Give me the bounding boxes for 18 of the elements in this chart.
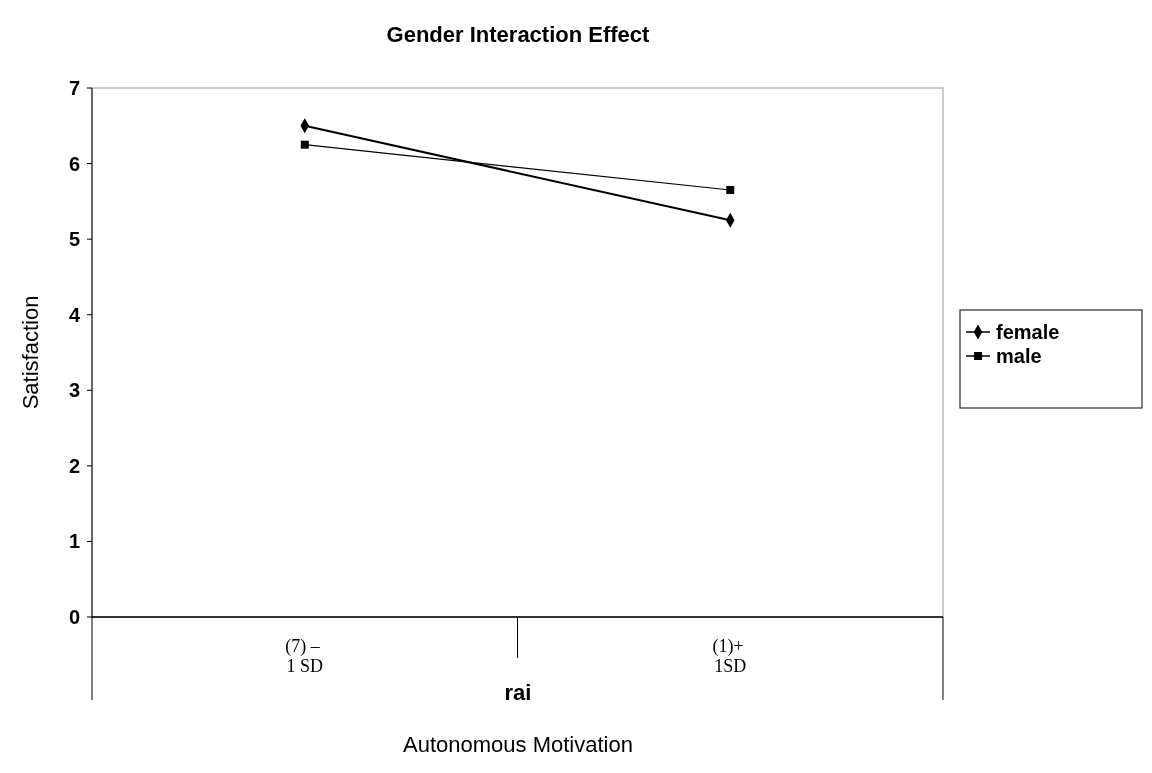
y-axis-title: Satisfaction	[18, 295, 43, 410]
x-tick-label: (1)+ 1SD	[712, 636, 749, 676]
y-tick-label: 7	[68, 77, 80, 99]
y-tick-label: 5	[68, 228, 80, 251]
text: Autonomous Motivation	[403, 732, 633, 757]
y-tick-label: 1	[68, 530, 80, 553]
legend-label: male	[996, 345, 1042, 367]
y-tick-label: 6	[68, 152, 80, 175]
y-tick-label: 4	[68, 303, 81, 326]
x-tick-label: (7) – 1 SD	[285, 636, 325, 676]
point	[726, 186, 735, 195]
point	[300, 140, 309, 149]
y-tick-label: 0	[68, 606, 80, 628]
y-tick-label: 3	[68, 379, 80, 402]
x-axis-title: rai	[504, 680, 532, 705]
chart-title: Gender Interaction Effect	[386, 22, 651, 47]
legend-label: female	[996, 321, 1060, 343]
y-tick-label: 2	[68, 454, 80, 477]
